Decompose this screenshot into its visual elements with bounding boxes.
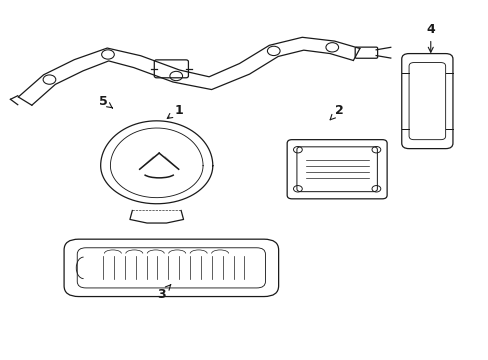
Text: 1: 1 xyxy=(167,104,183,118)
Text: 4: 4 xyxy=(426,23,434,52)
Text: 5: 5 xyxy=(99,95,112,108)
Text: 3: 3 xyxy=(157,285,170,301)
Text: 2: 2 xyxy=(329,104,343,120)
